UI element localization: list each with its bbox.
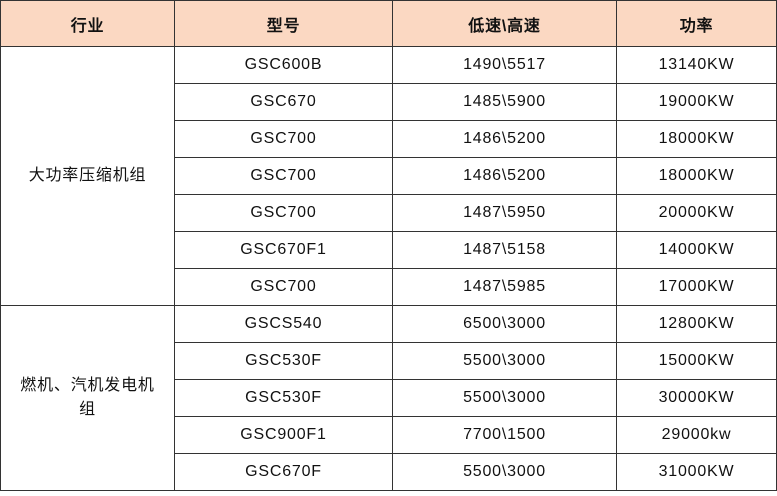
table-row: GSC700 1486\5200 18000KW <box>1 157 777 195</box>
speed-cell: 1486\5200 <box>392 157 617 195</box>
table-row: GSC700 1486\5200 18000KW <box>1 120 777 158</box>
model-cell: GSC600B <box>174 46 393 84</box>
speed-cell: 1490\5517 <box>392 46 617 84</box>
table-row: 大功率压缩机组 GSC600B 1490\5517 13140KW <box>0 46 777 306</box>
power-cell: 14000KW <box>616 231 777 269</box>
power-cell: 18000KW <box>616 157 777 195</box>
speed-cell: 1486\5200 <box>392 120 617 158</box>
power-cell: 20000KW <box>616 194 777 232</box>
model-cell: GSC530F <box>174 379 393 417</box>
power-cell: 18000KW <box>616 120 777 158</box>
speed-cell: 7700\1500 <box>392 416 617 454</box>
header-model: 型号 <box>174 0 393 47</box>
table-row: GSC700 1487\5950 20000KW <box>1 194 777 232</box>
power-cell: 29000kw <box>616 416 777 454</box>
speed-cell: 1485\5900 <box>392 83 617 121</box>
model-cell: GSC530F <box>174 342 393 380</box>
model-cell: GSC700 <box>174 157 393 195</box>
table-row: 燃机、汽机发电机组 GSCS540 6500\3000 12800KW <box>0 305 777 491</box>
speed-cell: 1487\5158 <box>392 231 617 269</box>
power-cell: 13140KW <box>616 46 777 84</box>
model-cell: GSC670F1 <box>174 231 393 269</box>
speed-cell: 5500\3000 <box>392 379 617 417</box>
model-cell: GSC700 <box>174 194 393 232</box>
table-row: GSC670F 5500\3000 31000KW <box>1 453 777 491</box>
speed-cell: 5500\3000 <box>392 453 617 491</box>
model-cell: GSC670 <box>174 83 393 121</box>
header-industry: 行业 <box>0 0 175 47</box>
header-power: 功率 <box>616 0 777 47</box>
table-row: GSC670F1 1487\5158 14000KW <box>1 231 777 269</box>
industry-cell: 大功率压缩机组 <box>0 46 175 306</box>
header-speed: 低速\高速 <box>392 0 617 47</box>
model-cell: GSC700 <box>174 120 393 158</box>
speed-cell: 1487\5950 <box>392 194 617 232</box>
header-row: 行业 型号 低速\高速 功率 <box>0 0 777 47</box>
power-cell: 15000KW <box>616 342 777 380</box>
model-cell: GSC900F1 <box>174 416 393 454</box>
power-cell: 17000KW <box>616 268 777 306</box>
power-cell: 12800KW <box>616 305 777 343</box>
model-cell: GSC700 <box>174 268 393 306</box>
table-row: GSC670 1485\5900 19000KW <box>1 83 777 121</box>
speed-cell: 5500\3000 <box>392 342 617 380</box>
table-row: GSC530F 5500\3000 15000KW <box>1 342 777 380</box>
speed-cell: 6500\3000 <box>392 305 617 343</box>
industry-cell: 燃机、汽机发电机组 <box>0 305 175 491</box>
model-cell: GSC670F <box>174 453 393 491</box>
power-cell: 30000KW <box>616 379 777 417</box>
table-row: GSC530F 5500\3000 30000KW <box>1 379 777 417</box>
speed-cell: 1487\5985 <box>392 268 617 306</box>
table-row: GSC900F1 7700\1500 29000kw <box>1 416 777 454</box>
power-cell: 19000KW <box>616 83 777 121</box>
power-cell: 31000KW <box>616 453 777 491</box>
model-cell: GSCS540 <box>174 305 393 343</box>
